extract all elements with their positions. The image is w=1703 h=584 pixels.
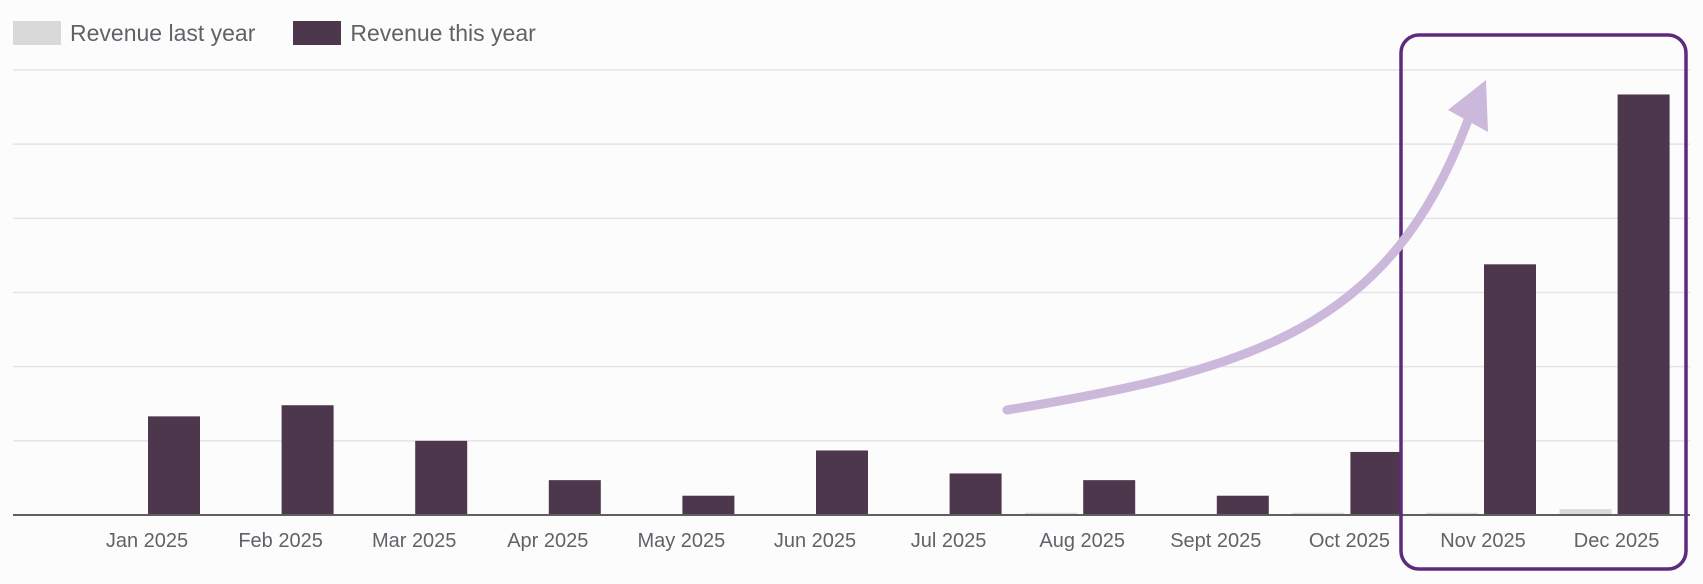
bar-this-year-jul-2025 (949, 473, 1002, 515)
bar-this-year-aug-2025 (1083, 480, 1136, 515)
x-tick-labels: Jan 2025 Feb 2025 Mar 2025 Apr 2025 May 2025… (106, 530, 1660, 552)
x-tick-label-aug-2025: Aug 2025 (1039, 530, 1125, 552)
arrow-head-icon (1448, 80, 1488, 132)
bar-last-year-dec-2025 (1559, 509, 1612, 515)
x-tick-label-sept-2025: Sept 2025 (1170, 530, 1261, 552)
x-tick-label-apr-2025: Apr 2025 (507, 530, 588, 552)
bar-this-year-jan-2025 (148, 416, 200, 515)
x-tick-label-mar-2025: Mar 2025 (372, 530, 457, 552)
legend-item-this-year[interactable]: Revenue this year (293, 19, 536, 47)
bar-this-year-nov-2025 (1484, 264, 1536, 515)
bar-last-year-aug-2025 (1025, 512, 1078, 515)
bars (148, 94, 1670, 515)
bar-this-year-dec-2025 (1617, 94, 1670, 515)
bar-this-year-jun-2025 (816, 450, 868, 515)
bar-this-year-feb-2025 (281, 405, 334, 515)
x-tick-label-feb-2025: Feb 2025 (238, 530, 323, 552)
x-tick-label-oct-2025: Oct 2025 (1309, 530, 1390, 552)
bar-last-year-oct-2025 (1292, 512, 1345, 515)
highlight-box (1399, 33, 1688, 571)
gridlines (13, 69, 1690, 442)
legend-label-last-year: Revenue last year (70, 19, 256, 46)
legend-swatch-this-year (293, 21, 342, 45)
x-tick-label-nov-2025: Nov 2025 (1440, 530, 1526, 552)
annotation (1002, 33, 1688, 571)
legend-swatch-last-year (13, 21, 61, 45)
legend-label-this-year: Revenue this year (350, 19, 536, 46)
bar-this-year-sept-2025 (1216, 495, 1269, 515)
x-tick-label-jul-2025: Jul 2025 (911, 530, 987, 552)
x-tick-label-jan-2025: Jan 2025 (106, 530, 188, 552)
x-tick-label-jun-2025: Jun 2025 (774, 530, 856, 552)
bar-this-year-oct-2025 (1350, 451, 1403, 515)
x-tick-label-may-2025: May 2025 (637, 530, 725, 552)
legend: Revenue last year Revenue this year (13, 18, 574, 48)
curved-arrow-icon (1002, 115, 1473, 415)
x-tick-label-dec-2025: Dec 2025 (1574, 530, 1660, 552)
bar-this-year-may-2025 (682, 495, 735, 515)
bar-this-year-mar-2025 (415, 440, 468, 515)
legend-item-last-year[interactable]: Revenue last year (13, 20, 255, 47)
bar-this-year-apr-2025 (548, 480, 601, 515)
bar-last-year-nov-2025 (1426, 512, 1478, 515)
